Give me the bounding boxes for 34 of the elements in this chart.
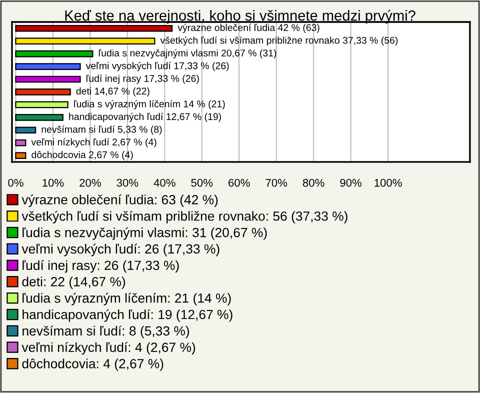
legend-label: handicapovaných ľudí: 19 (12,67 %): [22, 309, 232, 322]
data-label: výrazne oblečení ľudia 42 % (63): [178, 24, 320, 33]
x-tick-label: 100%: [374, 178, 402, 187]
legend-label: veľmi nízkych ľudí: 4 (2,67 %): [22, 342, 196, 355]
legend-label: všetkých ľudí si všímam približne rovnako: 56 (37,33 %): [22, 210, 348, 224]
x-tick-label: 60%: [228, 178, 250, 187]
legend-label: ľudia s nezvyčajnými vlasmi: 31 (20,67 %): [22, 227, 267, 240]
legend-label: veľmi vysokých ľudí: 26 (17,33 %): [22, 244, 220, 256]
chart-title: Keď ste na verejnosti, koho si všimnete medzi prvými?: [65, 10, 416, 24]
data-label: dôchodcovia 2,67 % (4): [32, 151, 133, 160]
x-tick-label: 10%: [42, 178, 64, 187]
x-tick-label: 70%: [266, 178, 288, 187]
legend-label: dôchodcovia: 4 (2,67 %): [22, 358, 164, 371]
data-label: veľmi nízkych ľudí 2,67 % (4): [31, 138, 156, 148]
data-label: deti 14,67 % (22): [76, 87, 150, 96]
x-tick-label: 40%: [154, 178, 176, 187]
x-tick-label: 50%: [191, 178, 213, 187]
data-label: nevšímam si ľudí 5,33 % (8): [42, 126, 162, 135]
legend-label: nevšímam si ľudí: 8 (5,33 %): [22, 326, 189, 338]
data-label: handicapovaných ľudí 12,67 % (19): [69, 112, 221, 122]
x-tick-label: 20%: [80, 178, 101, 187]
data-label: ľudí inej rasy 17,33 % (26): [86, 74, 199, 84]
x-tick-label: 80%: [302, 178, 324, 187]
legend-label: výrazne oblečení ľudia: 63 (42 %): [22, 194, 218, 207]
data-label: všetkých ľudí si všímam približne rovnako 37,33 % (56): [160, 36, 398, 46]
data-label: ľudia s nezvyčajnými vlasmi 20,67 % (31): [98, 49, 276, 58]
legend-label: ľudí inej rasy: 26 (17,33 %): [22, 260, 179, 273]
data-label: veľmi vysokých ľudí 17,33 % (26): [86, 62, 229, 72]
x-tick-label: 90%: [340, 178, 362, 187]
data-label: ľudia s výrazným líčením 14 % (21): [74, 100, 225, 110]
legend-label: deti: 22 (14,67 %): [22, 276, 126, 289]
legend-label: ľudia s výrazným líčením: 21 (14 %): [22, 292, 231, 306]
x-tick-label: 0%: [8, 178, 24, 187]
x-tick-label: 30%: [116, 178, 138, 187]
